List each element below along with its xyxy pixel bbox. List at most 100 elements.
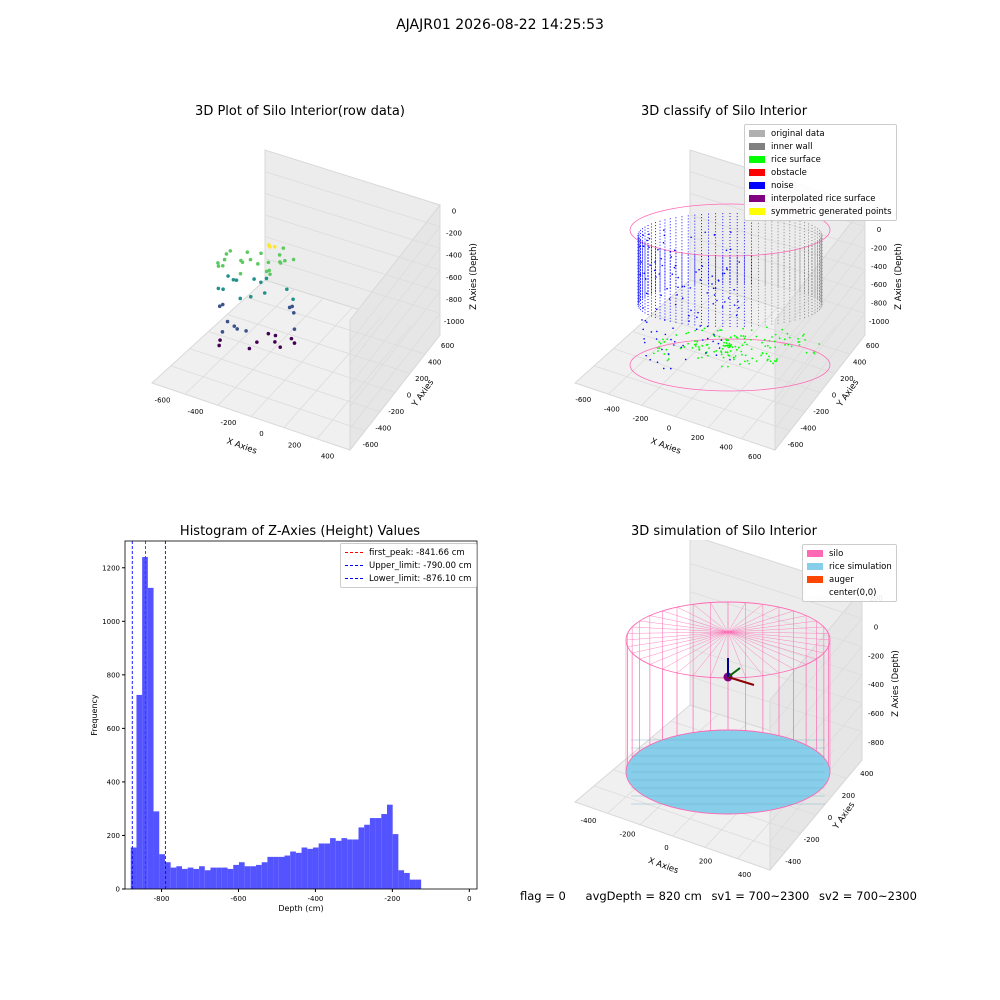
- legend-item: inner wall: [749, 140, 892, 153]
- noise-point: [690, 236, 692, 238]
- legend-item: original data: [749, 127, 892, 140]
- noise-point: [664, 319, 666, 321]
- noise-point: [726, 269, 728, 271]
- legend-swatch: [345, 578, 363, 579]
- noise-point: [673, 344, 675, 346]
- histogram-bar: [359, 827, 365, 889]
- rice-surface-point: [802, 335, 804, 337]
- noise-point: [707, 338, 709, 340]
- avg-depth-value: avgDepth = 820 cm: [586, 889, 702, 903]
- rice-surface-point: [694, 330, 696, 332]
- noise-point: [641, 319, 643, 321]
- z-tick-label: -800: [871, 300, 887, 308]
- rice-surface-point: [698, 349, 700, 351]
- noise-point: [654, 270, 656, 272]
- data-point: [268, 272, 272, 276]
- rice-surface-point: [755, 336, 757, 338]
- legend-item: rice surface: [749, 153, 892, 166]
- rice-surface-point: [719, 329, 721, 331]
- noise-point: [712, 303, 714, 305]
- rice-surface-point: [748, 363, 750, 365]
- data-point: [228, 249, 232, 253]
- legend-swatch: [749, 195, 765, 202]
- rice-surface-point: [738, 347, 740, 349]
- rice-surface-point: [726, 342, 728, 344]
- rice-surface-point: [698, 346, 700, 348]
- noise-point: [648, 246, 650, 248]
- x-tick-label: 200: [699, 858, 712, 866]
- histogram-bar: [199, 866, 205, 889]
- rice-surface-point: [665, 349, 667, 351]
- rice-surface-point: [721, 354, 723, 356]
- noise-point: [681, 347, 683, 349]
- z-tick-label: -400: [446, 252, 462, 260]
- data-point: [246, 250, 250, 254]
- legend-label: Lower_limit: -876.10 cm: [369, 574, 471, 584]
- data-point: [232, 278, 236, 282]
- rice-surface-point: [734, 335, 736, 337]
- noise-point: [697, 312, 699, 314]
- rice-surface-point: [660, 343, 662, 345]
- histogram-bar: [302, 848, 308, 889]
- histogram-bar: [347, 839, 353, 889]
- rice-surface-point: [750, 339, 752, 341]
- data-point: [235, 327, 239, 331]
- data-point: [285, 287, 289, 291]
- legend-item: noise: [749, 179, 892, 192]
- noise-point: [674, 249, 676, 251]
- noise-point: [682, 345, 684, 347]
- sv1-value: sv1 = 700~2300: [711, 889, 809, 903]
- x-axis-label: Depth (cm): [278, 904, 323, 913]
- noise-point: [677, 277, 679, 279]
- flag-value: flag = 0: [520, 889, 566, 903]
- y-tick-label: 600: [441, 342, 454, 350]
- rice-surface-point: [717, 330, 719, 332]
- x-axis-label: X Axies: [649, 437, 682, 457]
- histogram-bar: [233, 865, 239, 889]
- histogram-bar: [216, 868, 222, 889]
- rice-surface-point: [744, 335, 746, 337]
- noise-point: [706, 292, 708, 294]
- data-point: [218, 304, 222, 308]
- raw-3d-plot: -600-400-2000200400-600-400-200020040060…: [0, 120, 500, 480]
- data-point: [252, 277, 256, 281]
- rice-surface-point: [745, 354, 747, 356]
- noise-point: [681, 286, 683, 288]
- x-tick-label: -400: [307, 895, 323, 903]
- histogram-bar: [410, 880, 416, 889]
- x-tick-label: 400: [321, 452, 334, 460]
- legend-label: interpolated rice surface: [771, 194, 876, 204]
- rice-surface-point: [767, 359, 769, 361]
- z-tick-label: -1000: [444, 318, 464, 326]
- noise-point: [656, 309, 658, 311]
- data-point: [249, 258, 253, 262]
- noise-point: [716, 300, 718, 302]
- legend-swatch: [807, 563, 823, 570]
- noise-point: [713, 334, 715, 336]
- histogram-bar: [154, 811, 160, 889]
- noise-point: [711, 283, 713, 285]
- rice-surface-point: [818, 343, 820, 345]
- x-tick-label: 0: [467, 895, 471, 903]
- legend-item: rice simulation: [807, 560, 892, 573]
- histogram-bar: [250, 866, 256, 889]
- rice-surface-point: [732, 346, 734, 348]
- rice-surface-point: [659, 347, 661, 349]
- data-point: [244, 329, 248, 333]
- rice-surface-point: [697, 357, 699, 359]
- rice-surface-point: [713, 351, 715, 353]
- noise-point: [688, 315, 690, 317]
- noise-point: [655, 276, 657, 278]
- data-point: [256, 262, 260, 266]
- rice-surface-point: [770, 360, 772, 362]
- rice-surface-point: [694, 340, 696, 342]
- y-tick-label: -600: [362, 441, 378, 449]
- rice-surface-point: [799, 344, 801, 346]
- noise-point: [712, 341, 714, 343]
- rice-surface-point: [725, 339, 727, 341]
- data-point: [217, 344, 221, 348]
- z-axis-label: Z Axies (Depth): [894, 243, 904, 310]
- noise-point: [670, 256, 672, 258]
- noise-point: [646, 240, 648, 242]
- rice-surface-point: [761, 342, 763, 344]
